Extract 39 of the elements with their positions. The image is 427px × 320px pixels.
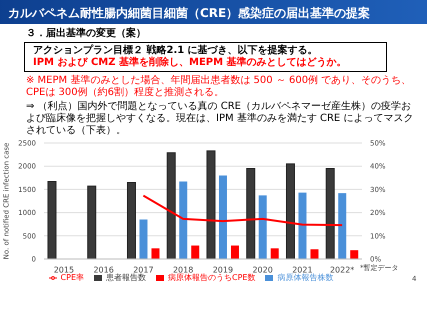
bar <box>218 175 227 259</box>
text: アクションプラン目標２ 戦略2.1 に基づき、以下を提案する。 <box>33 45 319 56</box>
bar <box>166 152 176 259</box>
x-tick-label: 2015 <box>54 266 74 275</box>
bar <box>151 248 160 259</box>
chart-title: カルバペネム耐性腸内細菌目細菌（CRE）感染症の届出基準の提案 <box>0 0 427 24</box>
bar <box>47 181 56 259</box>
x-tick-label: 2018 <box>172 266 194 275</box>
bar <box>350 250 358 259</box>
bar <box>87 186 96 259</box>
bar <box>338 193 346 259</box>
bar <box>310 249 318 259</box>
legend-label: 病原体報告のうちCPE数 <box>168 273 256 282</box>
x-tick-label: 2020 <box>252 266 273 275</box>
bar <box>286 163 295 259</box>
bar <box>206 150 216 259</box>
bar <box>298 192 306 259</box>
legend-label: CPE率 <box>60 273 84 282</box>
bar <box>230 246 239 259</box>
line-series <box>142 194 344 226</box>
bar <box>126 182 136 259</box>
chart-subtitle: ３．届出基準の変更（案） <box>26 28 147 40</box>
bar <box>258 195 267 259</box>
x-tick-label: 2022* <box>330 266 354 275</box>
x-tick-label: 2021 <box>292 266 313 275</box>
bar <box>326 168 335 259</box>
x-tick-label: 2017 <box>133 266 154 275</box>
legend-label: 患者報告数 <box>106 273 146 282</box>
x-tick-label: 2019 <box>212 266 234 275</box>
legend-label: 病原体報告株数 <box>277 273 334 282</box>
bar <box>270 248 279 259</box>
bar <box>246 168 256 259</box>
bar <box>139 220 148 259</box>
text: ※ MEPM 基準のみとした場合、年間届出患者数は 500 ～ 600例 であり、そのうち、CPEは 300例（約6割）程度と推測される。 <box>26 75 412 99</box>
text: IPM および CMZ 基準を削除し、MEPM 基準のみとしてはどうか。 <box>33 57 348 69</box>
bar <box>179 182 188 259</box>
x-tick-label: 2016 <box>93 266 114 275</box>
text: ⇒ （利点）国内外で問題となっている真の CRE（カルバペネマーゼ産生株）の疫学および臨床像を把握しやすくなる。現在は、IPM 基準のみを満たす CRE によってマスクされている（下表）。 <box>26 101 414 137</box>
bar <box>191 246 200 259</box>
